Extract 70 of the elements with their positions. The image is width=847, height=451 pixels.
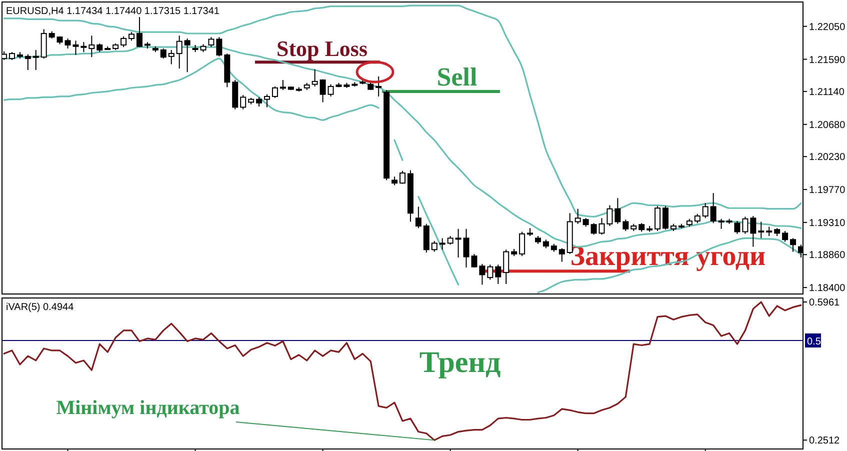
candlestick: [415, 206, 422, 229]
y-tick-label: 1.19770: [809, 185, 846, 196]
chart-title: EURUSD,H4 1.17434 1.17440 1.17315 1.17341: [6, 6, 220, 17]
candlestick: [702, 202, 708, 219]
candlestick: [184, 38, 190, 73]
candlestick: [503, 249, 510, 284]
candlestick: [614, 198, 621, 224]
candlestick: [710, 192, 716, 224]
candlestick: [742, 216, 748, 234]
chart-title: iVAR(5) 0.4944: [6, 302, 74, 313]
candlestick: [782, 230, 788, 242]
candlestick: [574, 208, 581, 224]
candlestick: [479, 263, 486, 286]
candlestick: [439, 238, 446, 250]
candlestick: [136, 16, 142, 48]
y-tick-label: 1.20230: [809, 152, 846, 164]
ref-line-label: 0.5: [807, 336, 822, 348]
candlestick: [654, 205, 661, 232]
candlestick: [662, 205, 669, 230]
candlestick: [590, 222, 597, 236]
ref-line-label: Закриття угоди: [570, 241, 766, 272]
candlestick: [423, 223, 430, 253]
candlestick: [519, 231, 526, 257]
candlestick: [790, 238, 796, 252]
candlestick: [32, 49, 39, 70]
annotation: Тренд: [419, 346, 501, 379]
ref-line-label: Sell: [436, 62, 478, 92]
candlestick: [168, 49, 174, 65]
candlestick: [718, 218, 724, 230]
candlestick: [208, 36, 214, 48]
candlestick: [766, 226, 772, 237]
y-tick-label: 1.18400: [809, 283, 846, 294]
annotation: Мінімум індикатора: [56, 397, 240, 419]
candlestick: [280, 80, 286, 91]
line-series: [3, 301, 802, 441]
candlestick: [495, 264, 502, 284]
candlestick: [264, 94, 270, 108]
candlestick: [312, 68, 318, 87]
y-tick-label: 1.21590: [809, 54, 846, 66]
y-tick-label: 1.21140: [809, 86, 845, 98]
candlestick: [88, 35, 95, 58]
ref-line-label: Stop Loss: [276, 36, 368, 62]
candlestick: [176, 35, 182, 70]
candlestick: [455, 228, 462, 258]
candlestick: [694, 213, 700, 224]
candlestick: [40, 28, 47, 60]
candlestick: [622, 219, 629, 232]
candlestick: [558, 248, 565, 262]
y-tick-label: 1.20680: [809, 120, 846, 131]
y-tick-label: 1.19310: [809, 218, 846, 229]
candlestick: [216, 36, 222, 57]
candlestick: [272, 86, 278, 98]
candlestick: [120, 36, 127, 48]
candlestick: [240, 94, 246, 110]
candlestick: [320, 78, 326, 103]
y-tick-label: 0.5961: [809, 297, 840, 308]
candlestick: [80, 42, 87, 53]
y-tick-label: 1.18860: [809, 250, 846, 262]
candlestick: [376, 76, 382, 97]
candlestick: [487, 264, 494, 280]
candlestick: [734, 220, 740, 234]
candlestick: [750, 215, 756, 248]
candlestick: [24, 54, 31, 70]
y-tick-label: 0.2512: [809, 436, 840, 447]
y-tick-label: 1.22050: [809, 22, 846, 33]
candlestick: [758, 221, 764, 239]
candlestick: [256, 96, 262, 107]
candlestick: [400, 170, 406, 184]
candlestick: [431, 240, 438, 252]
candlestick: [160, 48, 166, 60]
